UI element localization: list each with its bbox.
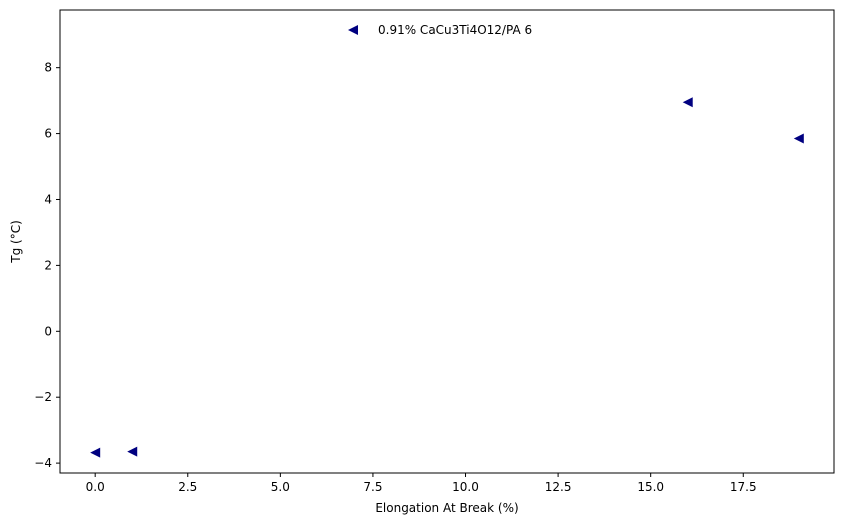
y-tick-label: 6 bbox=[44, 127, 52, 141]
x-tick-label: 15.0 bbox=[637, 480, 664, 494]
y-axis-ticks: −4 −2 0 2 4 6 8 bbox=[34, 61, 60, 470]
x-tick-label: 5.0 bbox=[271, 480, 290, 494]
legend-marker-icon bbox=[348, 25, 358, 35]
x-axis-ticks: 0.0 2.5 5.0 7.5 10.0 12.5 15.0 17.5 bbox=[86, 473, 757, 494]
y-tick-label: −2 bbox=[34, 390, 52, 404]
data-points bbox=[90, 97, 804, 458]
x-axis-label: Elongation At Break (%) bbox=[375, 501, 518, 515]
x-tick-label: 7.5 bbox=[363, 480, 382, 494]
legend: 0.91% CaCu3Ti4O12/PA 6 bbox=[348, 23, 532, 37]
plot-area bbox=[59, 9, 835, 474]
x-tick-label: 12.5 bbox=[545, 480, 572, 494]
y-axis-label: Tg (°C) bbox=[9, 220, 23, 264]
x-tick-label: 17.5 bbox=[730, 480, 757, 494]
x-tick-label: 0.0 bbox=[86, 480, 105, 494]
y-tick-label: 8 bbox=[44, 61, 52, 75]
data-point bbox=[682, 97, 693, 108]
legend-label: 0.91% CaCu3Ti4O12/PA 6 bbox=[378, 23, 532, 37]
data-point bbox=[793, 133, 804, 144]
y-tick-label: −4 bbox=[34, 456, 52, 470]
x-tick-label: 2.5 bbox=[178, 480, 197, 494]
y-tick-label: 4 bbox=[44, 192, 52, 206]
data-point bbox=[90, 447, 101, 458]
axes-frame bbox=[59, 9, 835, 474]
data-point bbox=[127, 446, 138, 457]
y-tick-label: 2 bbox=[44, 258, 52, 272]
y-tick-label: 0 bbox=[44, 324, 52, 338]
x-tick-label: 10.0 bbox=[452, 480, 479, 494]
